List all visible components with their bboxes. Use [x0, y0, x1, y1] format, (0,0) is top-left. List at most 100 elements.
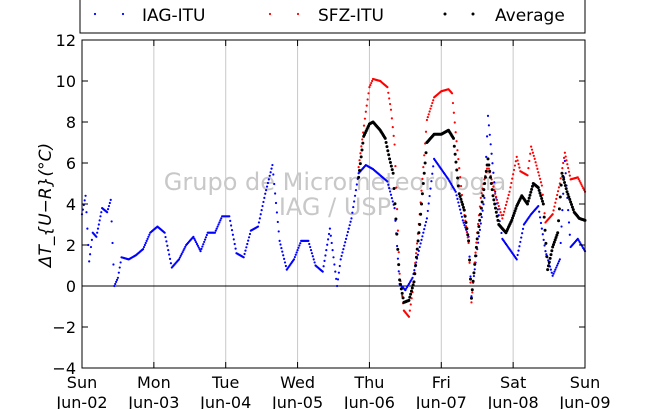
data-point	[558, 195, 562, 199]
x-tick-date-label: Jun-04	[199, 393, 251, 409]
data-point	[557, 207, 561, 211]
y-tick-label: 12	[56, 31, 76, 50]
x-tick-day-label: Sun	[570, 373, 600, 392]
data-point	[90, 238, 93, 241]
data-point	[391, 200, 394, 203]
data-point	[456, 184, 460, 188]
data-point	[386, 149, 390, 153]
data-point	[458, 167, 461, 170]
data-point	[492, 185, 495, 188]
data-point	[454, 190, 457, 193]
data-point	[540, 227, 543, 230]
data-point	[146, 237, 149, 240]
data-point	[360, 148, 364, 152]
y-tick-label: 6	[66, 154, 76, 173]
data-point	[427, 202, 430, 205]
data-point	[493, 189, 496, 192]
data-point	[396, 229, 400, 232]
data-point	[398, 282, 402, 286]
data-point	[351, 211, 354, 214]
data-point	[167, 249, 170, 252]
data-point	[580, 183, 583, 186]
data-point	[498, 208, 501, 211]
data-point	[199, 250, 202, 253]
data-point	[431, 172, 434, 175]
data-point	[336, 278, 340, 281]
data-point	[463, 223, 466, 227]
data-point	[233, 242, 236, 246]
data-point	[505, 200, 508, 203]
data-point	[420, 202, 424, 206]
data-point	[569, 200, 573, 204]
y-tick-label: 4	[66, 195, 76, 214]
data-point	[457, 158, 460, 161]
x-tick-day-label: Sun	[67, 373, 97, 392]
data-point	[566, 163, 569, 166]
data-point	[218, 221, 221, 224]
data-point	[570, 205, 574, 209]
data-point	[469, 296, 473, 300]
data-point	[279, 243, 282, 246]
data-point	[453, 121, 456, 124]
data-point	[393, 202, 397, 206]
series-sfz-itu	[357, 77, 587, 318]
data-point	[248, 232, 252, 236]
data-point	[119, 261, 122, 264]
data-point	[453, 152, 457, 156]
data-point	[479, 206, 483, 210]
data-point	[581, 185, 584, 188]
data-point	[214, 229, 217, 232]
data-point	[413, 269, 416, 272]
data-point	[459, 212, 463, 215]
data-point	[567, 221, 571, 224]
legend-marker	[121, 12, 125, 16]
data-point	[115, 280, 118, 283]
y-tick-label: 2	[66, 236, 76, 255]
data-point	[564, 155, 567, 158]
data-point	[205, 233, 208, 237]
data-point	[459, 175, 462, 179]
data-point	[192, 235, 195, 238]
data-point	[407, 315, 411, 318]
data-point	[508, 190, 511, 193]
data-point	[562, 192, 565, 195]
data-point	[457, 192, 461, 196]
data-point	[455, 168, 459, 172]
data-point	[470, 301, 473, 304]
data-point	[307, 239, 310, 242]
data-point	[430, 180, 433, 183]
data-point	[465, 225, 468, 228]
data-point	[561, 174, 565, 178]
data-point	[432, 165, 435, 168]
data-point	[473, 262, 477, 266]
data-point	[432, 99, 435, 102]
data-point	[455, 140, 458, 143]
data-point	[510, 218, 514, 222]
data-point	[309, 249, 313, 252]
data-point	[261, 204, 264, 208]
data-point	[417, 231, 421, 235]
data-point	[409, 289, 413, 293]
data-point	[546, 264, 550, 268]
x-tick-day-label: Mon	[137, 373, 171, 392]
legend-marker	[443, 12, 447, 16]
data-point	[327, 238, 330, 241]
data-point	[202, 243, 205, 246]
data-point	[182, 249, 185, 252]
data-point	[197, 246, 200, 249]
data-point	[455, 194, 458, 197]
data-point	[475, 237, 479, 241]
data-point	[87, 243, 90, 247]
data-point	[493, 202, 497, 206]
data-point	[391, 126, 394, 129]
data-point	[496, 208, 499, 211]
data-point	[529, 152, 532, 155]
data-point	[551, 245, 555, 249]
data-point	[480, 200, 484, 204]
data-point	[334, 270, 337, 273]
data-point	[461, 219, 464, 222]
data-point	[116, 276, 120, 279]
data-point	[552, 240, 556, 244]
data-point	[412, 280, 416, 284]
data-point	[392, 186, 396, 190]
